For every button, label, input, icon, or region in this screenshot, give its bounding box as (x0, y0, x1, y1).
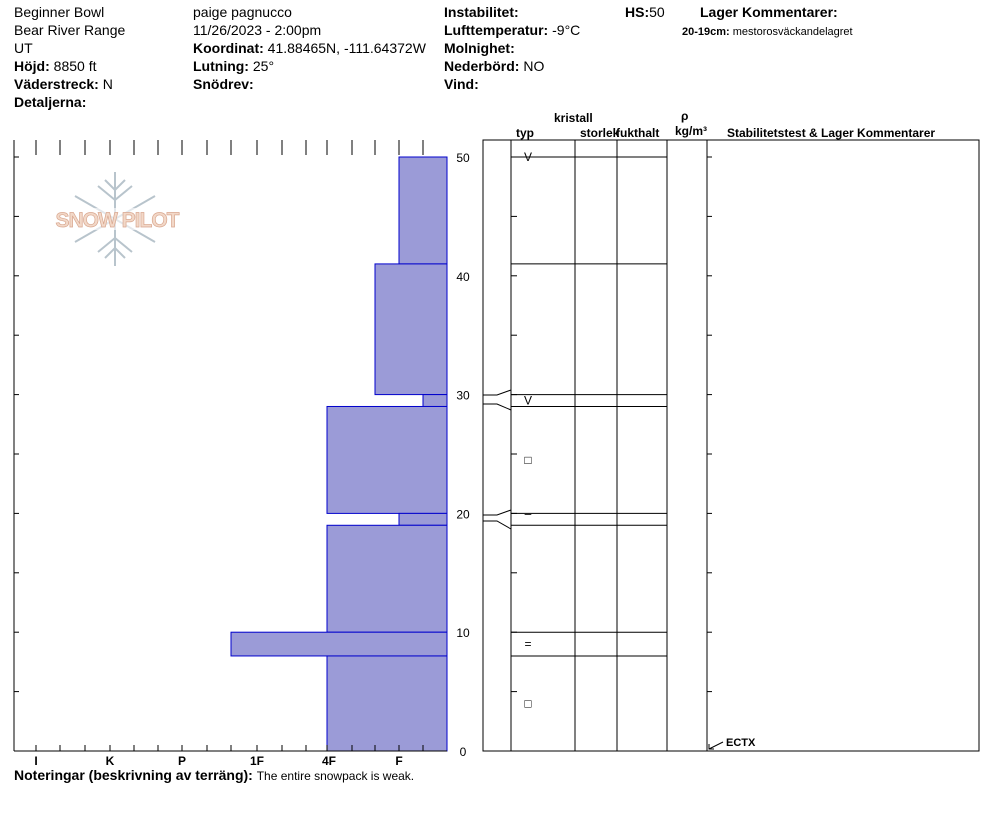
depth-tick-label: 40 (456, 270, 470, 284)
hardness-bar-1 (374, 263, 448, 396)
col-stability-heading: Stabilitetstest & Lager Kommentarer (727, 126, 936, 140)
logo-text: SNOW PILOT (56, 209, 180, 232)
instability-label: Instabilitet: (444, 4, 519, 20)
layer-connector-1 (483, 403, 512, 411)
stability-test-pointer-0 (708, 741, 724, 750)
logo-backdrop (44, 208, 190, 230)
hardness-bar-2 (422, 394, 448, 407)
hardness-label-P: P (178, 754, 186, 768)
details-label: Detaljerna: (14, 94, 87, 110)
depth-tick-label: 20 (456, 507, 470, 521)
notes-label: Noteringar (beskrivning av terräng): (14, 767, 253, 783)
layer-comment-row: 20-19cm: mestorosväckandelagret (682, 24, 853, 40)
grain-symbol-4: = (524, 637, 531, 651)
depth-tick-label: 30 (456, 389, 470, 403)
col-density-unit: kg/m³ (675, 124, 708, 138)
location-name: Beginner Bowl (14, 4, 105, 20)
precip-value: NO (523, 58, 545, 74)
slope-label: Lutning: (193, 58, 249, 74)
coordinate-value: 41.88465N, -111.64372W (267, 40, 426, 56)
observer-name: paige pagnucco (193, 4, 292, 20)
grain-symbol-2: □ (524, 453, 531, 467)
grain-symbol-1: V (524, 394, 532, 408)
coordinate-label: Koordinat: (193, 40, 264, 56)
airtemp-label: Lufttemperatur: (444, 22, 549, 38)
range-name: Bear River Range (14, 22, 126, 38)
aspect-value: N (102, 76, 113, 92)
depth-tick-label: 50 (456, 151, 470, 165)
state-name: UT (14, 40, 33, 56)
grain-symbol-3: – (525, 506, 532, 520)
slope-value: 25° (252, 58, 275, 74)
layer-connector-2 (483, 509, 512, 516)
elevation-label: Höjd: (14, 58, 50, 74)
precip-label: Nederbörd: (444, 58, 520, 74)
stability-test-label-0: ECTX (726, 737, 756, 749)
col-rho-heading: ρ (681, 109, 689, 123)
grain-symbol-5: □ (524, 696, 531, 710)
aspect-label: Väderstreck: (14, 76, 99, 92)
aspect-row: Väderstreck: N (14, 76, 113, 92)
col-crystal-heading: kristall (554, 111, 593, 125)
layer-comment-text: mestorosväckandelagret (732, 26, 853, 38)
hardness-label-4F: 4F (322, 754, 336, 768)
hardness-bar-7 (326, 655, 448, 752)
hs-label: HS: (625, 4, 650, 20)
hardness-label-K: K (106, 754, 115, 768)
notes-text: The entire snowpack is weak. (256, 769, 415, 783)
hardness-label-F: F (395, 754, 402, 768)
depth-tick-label: 0 (460, 745, 467, 759)
drift-label: Snödrev: (193, 76, 254, 92)
hs-value: 50 (649, 4, 665, 20)
airtemp-row: Lufttemperatur: -9°C (444, 22, 580, 38)
depth-tick-label: 10 (456, 626, 470, 640)
hardness-bar-3 (326, 405, 448, 514)
elevation-value: 8850 ft (53, 58, 97, 74)
layer-comment-depth: 20-19cm: (682, 26, 730, 38)
layer-connector-0 (483, 389, 512, 396)
hardness-bar-6 (230, 631, 448, 657)
notes-row: Noteringar (beskrivning av terräng): The… (14, 767, 414, 784)
precip-row: Nederbörd: NO (444, 58, 544, 74)
hardness-label-I: I (34, 754, 37, 768)
slope-row: Lutning: 25° (193, 58, 274, 74)
observation-datetime: 11/26/2023 - 2:00pm (193, 22, 322, 38)
wind-label: Vind: (444, 76, 479, 92)
arrow-icon (708, 744, 714, 750)
col-size-heading: storlek (580, 126, 620, 140)
layer-comments-label: Lager Kommentarer: (700, 4, 838, 20)
hardness-label-1F: 1F (250, 754, 264, 768)
hs-row: HS:50 (625, 4, 665, 20)
grain-symbol-0: V (524, 150, 532, 164)
coordinate-row: Koordinat: 41.88465N, -111.64372W (193, 40, 426, 56)
hardness-bar-0 (398, 156, 448, 265)
elevation-row: Höjd: 8850 ft (14, 58, 96, 74)
col-moisture-heading: fukthalt (616, 126, 660, 140)
airtemp-value: -9°C (552, 22, 581, 38)
sky-label: Molnighet: (444, 40, 515, 56)
col-type-heading: typ (516, 126, 534, 140)
hardness-bar-5 (326, 524, 448, 633)
profile-table-frame (482, 139, 980, 752)
layer-connector-3 (483, 520, 512, 530)
hardness-bar-4 (398, 512, 448, 526)
